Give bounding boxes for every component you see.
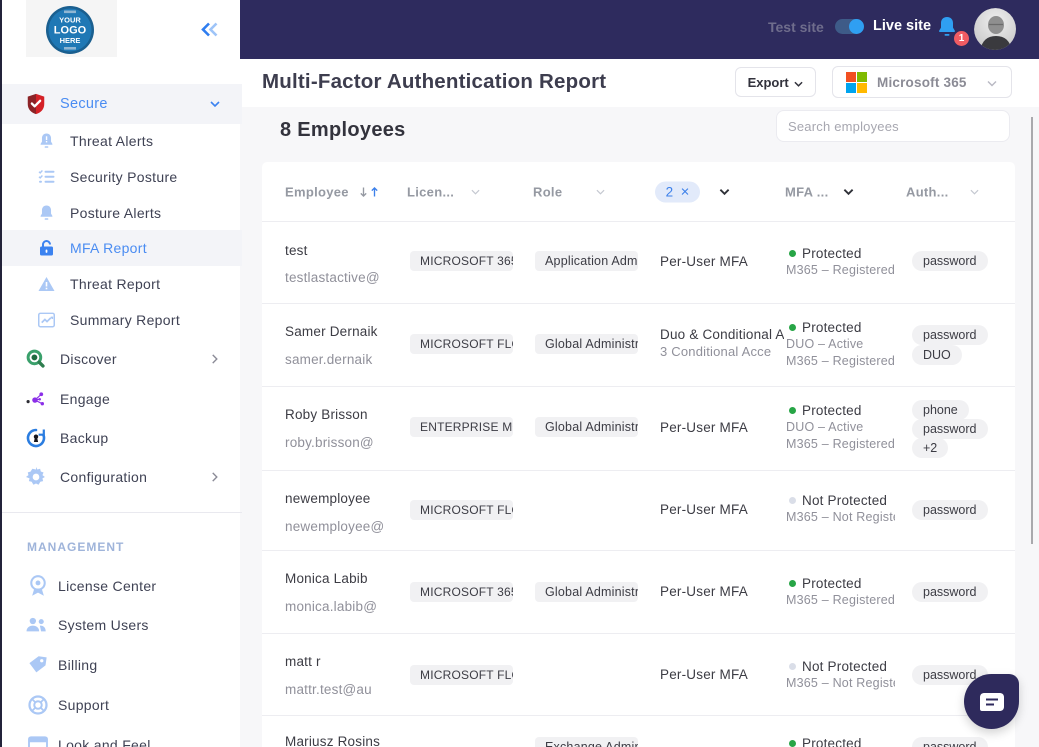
svg-text:LOGO: LOGO (54, 25, 87, 37)
svg-text:HERE: HERE (60, 36, 81, 45)
svg-text:YOUR: YOUR (59, 16, 81, 25)
